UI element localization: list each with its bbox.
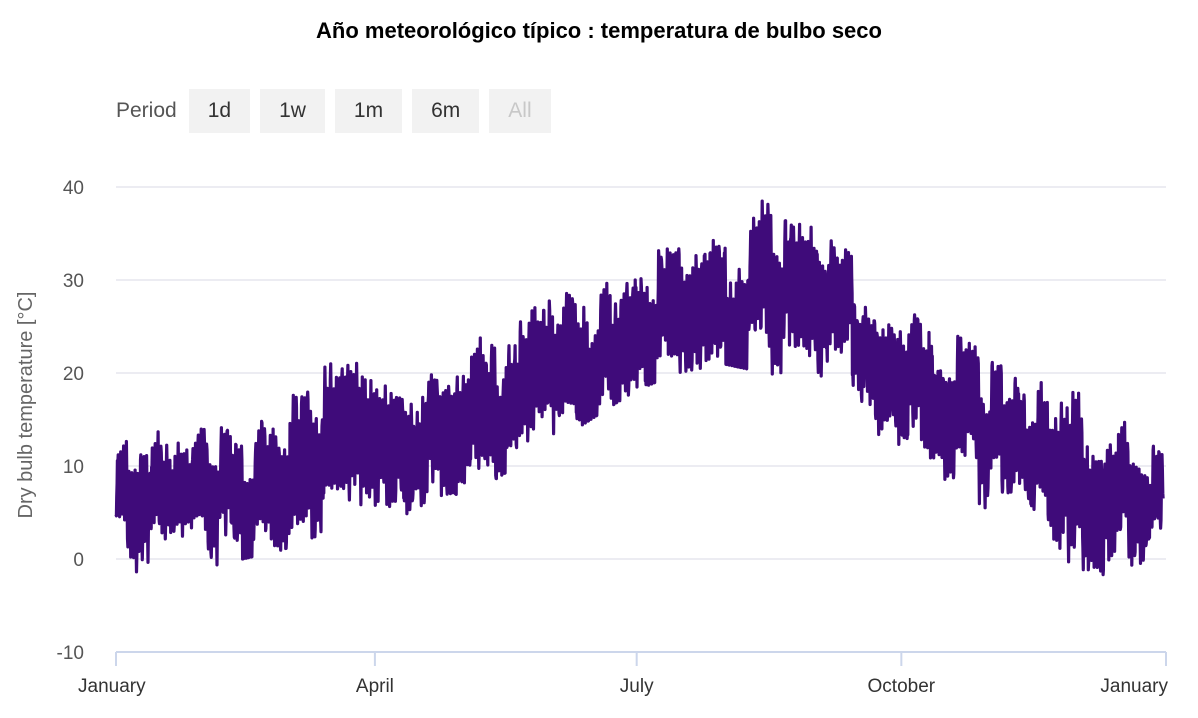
- x-tick-label: April: [356, 676, 394, 697]
- range-1d-button[interactable]: 1d: [188, 89, 251, 133]
- range-all-button[interactable]: All: [489, 89, 551, 133]
- y-tick-label: 20: [63, 364, 84, 385]
- x-tick-label: January: [1100, 676, 1168, 697]
- y-axis-title: Dry bulb temperature [°C]: [15, 292, 37, 519]
- chart-title: Año meteorológico típico : temperatura d…: [316, 18, 882, 43]
- y-tick-label: 0: [73, 550, 84, 571]
- y-tick-label: -10: [57, 643, 84, 664]
- range-1w-button[interactable]: 1w: [260, 89, 325, 133]
- range-6m-button[interactable]: 6m: [412, 89, 480, 133]
- series-plot[interactable]: [114, 199, 1165, 577]
- x-tick-label: July: [620, 676, 654, 697]
- y-axis-ticks: -10 0 10 20 30 40: [57, 178, 84, 664]
- range-selector: Period 1d 1w 1m 6m All: [116, 89, 551, 133]
- y-tick-label: 40: [63, 178, 84, 199]
- range-1m-button[interactable]: 1m: [334, 89, 403, 133]
- x-tick-label: October: [868, 676, 936, 697]
- range-selector-label: Period: [116, 99, 177, 122]
- y-tick-label: 10: [63, 457, 84, 478]
- x-tick-label: January: [78, 676, 146, 697]
- x-axis: January April July October January: [78, 651, 1168, 697]
- y-tick-label: 30: [63, 271, 84, 292]
- temperature-series-line[interactable]: [114, 199, 1165, 577]
